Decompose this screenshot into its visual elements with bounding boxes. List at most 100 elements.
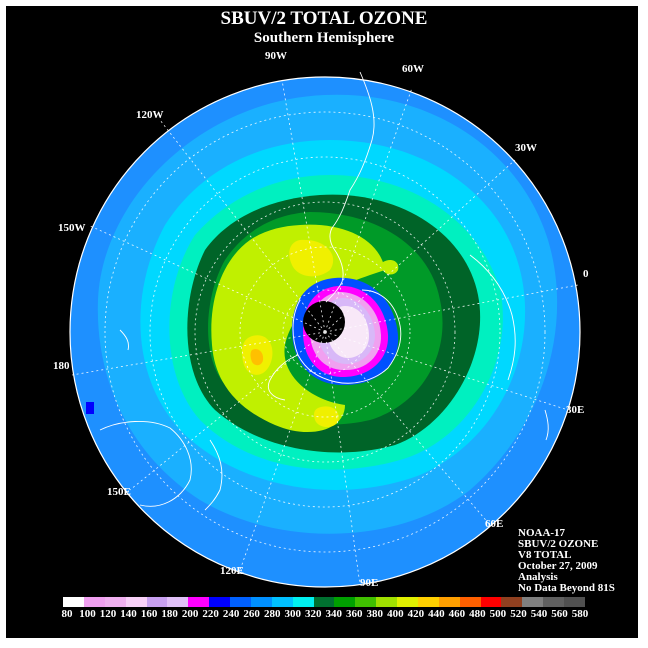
colorbar-swatch	[334, 597, 356, 607]
colorbar-tick-label: 180	[161, 608, 178, 620]
no-data-polar-cap	[303, 301, 345, 343]
coastline-south-america	[329, 71, 375, 253]
colorbar-swatch	[313, 597, 335, 607]
info-line: SBUV/2 OZONE	[518, 538, 599, 550]
colorbar-swatch	[292, 597, 314, 607]
colorbar-tick-label: 520	[510, 608, 527, 620]
colorbar-tick-label: 200	[181, 608, 199, 620]
meridian-line	[129, 331, 326, 491]
longitude-label-150w: 150W	[58, 222, 86, 234]
longitude-label-30e: 30E	[566, 404, 585, 416]
coastline-antarctic-peninsula	[325, 251, 344, 303]
colorbar-tick-label: 220	[202, 608, 219, 620]
colorbar-swatch	[83, 597, 105, 607]
colorbar-swatch	[501, 597, 523, 607]
coastline-pacific-islands	[119, 329, 129, 351]
longitude-label-60w: 60W	[402, 63, 424, 75]
colorbar-swatch	[271, 597, 293, 607]
longitude-label-180: 180	[53, 360, 70, 372]
latitude-circle	[239, 246, 411, 418]
ozone-yellow-patch	[289, 239, 334, 277]
coastline-australia	[99, 420, 192, 507]
colorbar-tick-label: 560	[551, 608, 568, 620]
colorbar-swatch	[438, 597, 460, 607]
ozone-green-island	[383, 259, 399, 275]
meridian-line	[87, 224, 326, 333]
metadata-block: NOAA-17 SBUV/2 OZONE V8 TOTAL October 27…	[518, 528, 615, 594]
meridian-line	[239, 331, 326, 571]
meridian-line	[324, 331, 491, 526]
coastline-new-zealand	[204, 439, 223, 511]
colorbar-tick-label: 100	[79, 608, 96, 620]
longitude-label-120e: 120E	[220, 565, 244, 577]
info-line: October 27, 2009	[518, 560, 598, 572]
colorbar-tick-label: 160	[140, 608, 158, 620]
colorbar-tick-label: 420	[407, 608, 425, 620]
colorbar-tick-label: 300	[284, 608, 301, 620]
latitude-circle	[194, 201, 456, 463]
longitude-label-60e: 60E	[485, 518, 504, 530]
longitude-label-150e: 150E	[107, 486, 131, 498]
colorbar-ticks: 80 100 120 140 160 180 200 220 240 260 280 300 320 34…	[0, 608, 648, 622]
colorbar-tick-label: 380	[366, 608, 384, 620]
colorbar-tick-label: 340	[325, 608, 343, 620]
info-line: No Data Beyond 81S	[518, 582, 615, 594]
colorbar-tick-label: 120	[99, 608, 117, 620]
colorbar-tick-label: 280	[263, 608, 281, 620]
colorbar-swatch	[355, 597, 377, 607]
colorbar-swatch	[167, 597, 189, 607]
colorbar-swatch	[522, 597, 544, 607]
colorbar-swatch	[376, 597, 397, 607]
longitude-label-90w: 90W	[265, 50, 287, 62]
colorbar-swatch	[564, 597, 585, 607]
colorbar-swatch	[188, 597, 210, 607]
coastline-antarctica	[292, 289, 402, 384]
longitude-label-30w: 30W	[515, 142, 537, 154]
colorbar-swatch	[63, 597, 84, 607]
colorbar-swatch	[146, 597, 168, 607]
colorbar-swatch	[459, 597, 481, 607]
meridian-line	[324, 87, 413, 333]
colorbar-swatch	[209, 597, 230, 607]
colorbar-swatch	[230, 597, 251, 607]
map-boundary	[69, 76, 581, 588]
latitude-circle	[104, 111, 546, 553]
colorbar-tick-label: 440	[428, 608, 445, 620]
colorbar-tick-label: 460	[448, 608, 466, 620]
colorbar-swatch	[397, 597, 418, 607]
graticule	[71, 79, 579, 586]
colorbar-tick-label: 360	[346, 608, 363, 620]
coastline-indian-ocean-islands	[544, 409, 549, 441]
colorbar-tick-label: 500	[489, 608, 507, 620]
colorbar-tick-label: 80	[61, 608, 73, 620]
coastline-antarctica-ross	[267, 354, 299, 401]
colorbar-swatch	[417, 597, 439, 607]
latitude-circle	[149, 156, 501, 508]
latitude-circle	[282, 289, 368, 375]
colorbar	[63, 597, 585, 607]
ozone-low-patch	[86, 402, 94, 414]
colorbar-tick-label: 320	[304, 608, 322, 620]
longitude-label-0: 0	[583, 268, 589, 280]
info-line: NOAA-17	[518, 527, 566, 539]
colorbar-tick-label: 260	[243, 608, 260, 620]
info-line: V8 TOTAL	[518, 549, 572, 561]
coastlines	[99, 71, 549, 511]
colorbar-tick-label: 400	[387, 608, 404, 620]
longitude-label-90e: 90E	[360, 577, 379, 589]
colorbar-tick-label: 580	[571, 608, 589, 620]
colorbar-tick-label: 480	[469, 608, 486, 620]
colorbar-swatch	[480, 597, 502, 607]
colorbar-tick-label: 540	[530, 608, 548, 620]
colorbar-swatch	[104, 597, 126, 607]
info-line: Analysis	[518, 571, 558, 583]
colorbar-swatch	[543, 597, 564, 607]
longitude-label-120w: 120W	[136, 109, 164, 121]
colorbar-swatch	[125, 597, 147, 607]
colorbar-tick-label: 240	[222, 608, 240, 620]
colorbar-tick-label: 140	[120, 608, 137, 620]
map-title: SBUV/2 TOTAL OZONE	[220, 8, 428, 29]
ozone-orange-patch	[250, 349, 264, 366]
colorbar-swatch	[250, 597, 272, 607]
